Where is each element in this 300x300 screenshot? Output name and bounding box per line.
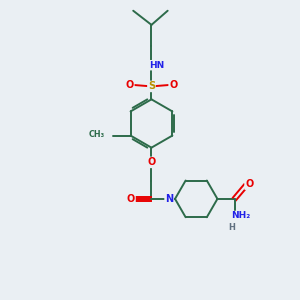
Text: S: S	[148, 81, 155, 92]
Text: O: O	[127, 194, 135, 204]
Text: N: N	[165, 194, 173, 204]
Text: O: O	[126, 80, 134, 90]
Text: CH₃: CH₃	[88, 130, 105, 139]
Text: O: O	[245, 179, 254, 189]
Text: H: H	[228, 223, 235, 232]
Text: O: O	[147, 158, 156, 167]
Text: O: O	[169, 80, 177, 90]
Text: HN: HN	[149, 61, 164, 70]
Text: NH₂: NH₂	[231, 212, 250, 220]
